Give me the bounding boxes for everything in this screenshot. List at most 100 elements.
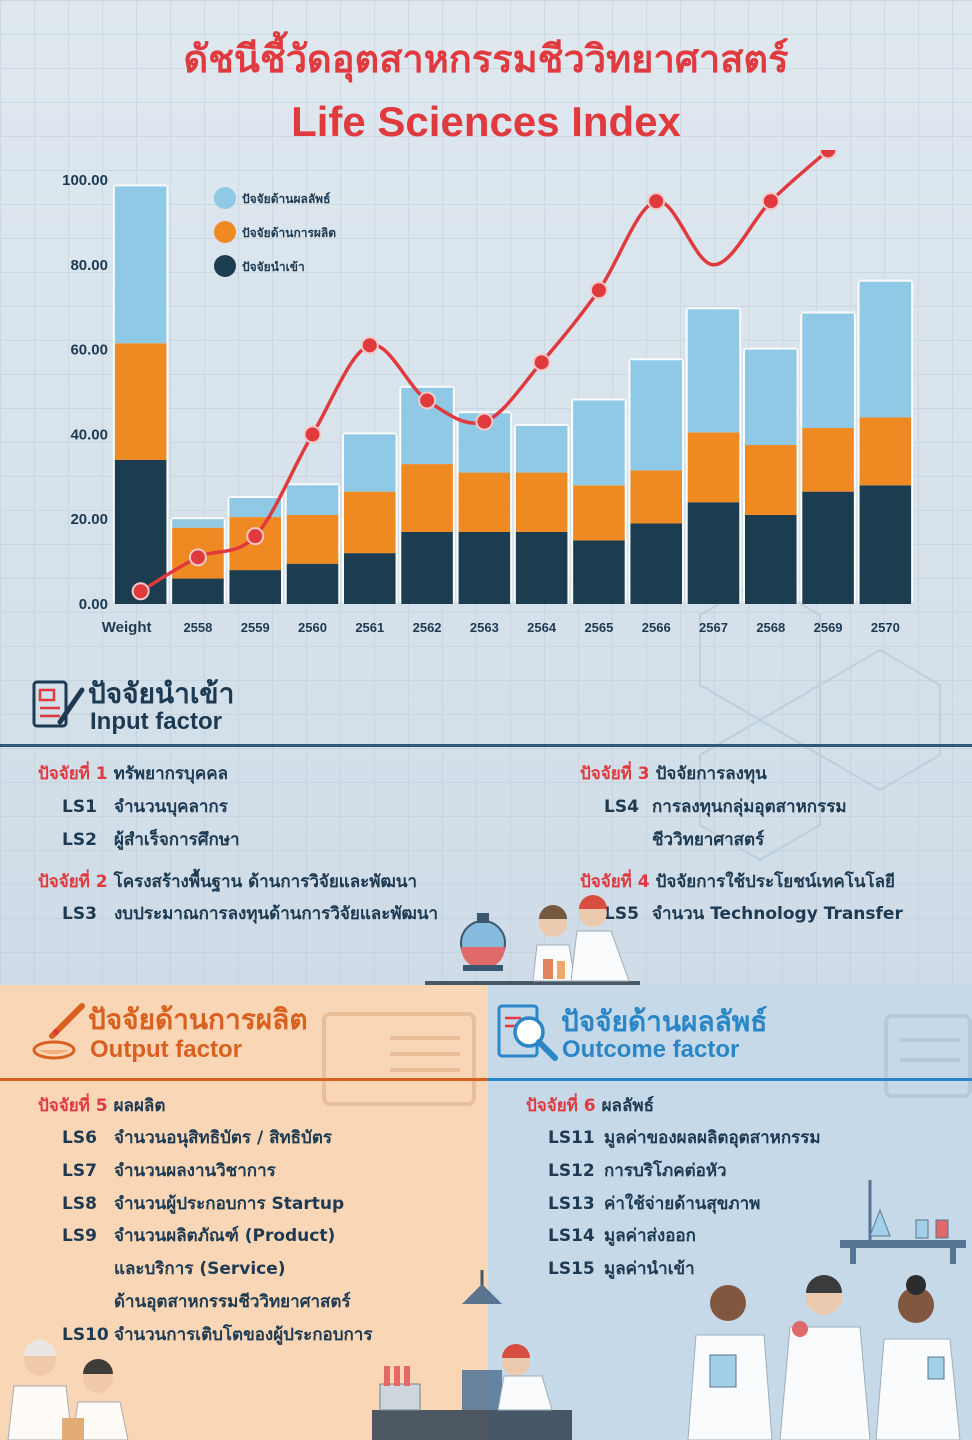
scientists-lab-illustration [425, 895, 640, 987]
bar-segment-2 [401, 464, 453, 532]
bar-segment-3 [286, 485, 339, 515]
trend-point [360, 336, 379, 355]
bar-segment-3 [172, 519, 224, 528]
window-decoration [884, 1014, 972, 1098]
magnifier-report-icon [497, 1004, 558, 1061]
bar-segment-2 [745, 445, 797, 515]
microscope-lab-illustration [372, 1270, 572, 1440]
factor-1-name: ทรัพยากรบุคคล [113, 764, 228, 784]
bar-segment-1 [687, 502, 740, 604]
outcome-title-thai: ปัจจัยด้านผลลัพธ์ [561, 1005, 768, 1038]
output-title-thai: ปัจจัยด้านการผลิต [88, 1003, 308, 1036]
bar-segment-1 [630, 523, 682, 604]
chart-title-thai: ดัชนีชี้วัดอุตสาหกรรมชีววิทยาศาสตร์ [183, 37, 789, 81]
trend-point [475, 412, 494, 431]
output-title-english: Output factor [90, 1036, 242, 1063]
trend-point [761, 192, 780, 211]
list-item-ls4-line2: ชีววิทยาศาสตร์ [652, 830, 765, 850]
y-tick-label: 60.00 [70, 342, 108, 359]
trend-point [589, 281, 608, 300]
x-tick-label: 2559 [241, 620, 270, 635]
bar-segment-3 [515, 425, 568, 473]
list-item-ls6: LS6 จำนวนอนุสิทธิบัตร / สิทธิบัตร [62, 1128, 333, 1148]
list-item-ls13: LS13 ค่าใช้จ่ายด้านสุขภาพ [548, 1194, 761, 1214]
x-tick-label: 2566 [642, 620, 671, 635]
list-item-ls3: LS3 งบประมาณการลงทุนด้านการวิจัยและพัฒนา [62, 904, 439, 924]
input-divider [0, 744, 972, 747]
x-tick-label: 2561 [355, 620, 384, 635]
factor-6-label: ปัจจัยที่ 6 [526, 1096, 596, 1116]
bar-segment-3 [802, 313, 854, 429]
factor-2-label: ปัจจัยที่ 2 [38, 872, 108, 892]
list-item-ls4: LS4 การลงทุนกลุ่มอุตสาหกรรม [604, 797, 847, 817]
input-title-english: Input factor [90, 708, 222, 735]
y-tick-label: 100.00 [62, 172, 108, 189]
three-scientists-illustration [687, 1275, 961, 1440]
list-item-ls9-line2: และบริการ (Service) [114, 1259, 286, 1279]
bar-segment-2 [515, 472, 568, 532]
factor-4-heading: ปัจจัยที่ 4 ปัจจัยการใช้ประโยชน์เทคโนโลย… [580, 868, 895, 895]
list-item-ls10: LS10 จำนวนการเติบโตของผู้ประกอบการ [62, 1325, 373, 1345]
list-item-ls14: LS14 มูลค่าส่งออก [548, 1226, 696, 1246]
x-tick-label: 2562 [413, 620, 442, 635]
test-tube-report-icon [32, 680, 85, 728]
factor-1-heading: ปัจจัยที่ 1 ทรัพยากรบุคคล [38, 760, 228, 787]
trend-point [418, 391, 437, 410]
bar-segment-3 [114, 186, 167, 344]
x-tick-label: 2565 [584, 620, 613, 635]
factor-6-heading: ปัจจัยที่ 6 ผลลัพธ์ [526, 1092, 654, 1119]
factor-5-label: ปัจจัยที่ 5 [38, 1096, 108, 1116]
factor-3-name: ปัจจัยการลงทุน [655, 764, 767, 784]
pipette-dish-icon [32, 1003, 85, 1060]
trend-point [819, 150, 838, 160]
bar-segment-1 [859, 485, 912, 604]
bar-segment-2 [114, 343, 167, 460]
factor-6-name: ผลลัพธ์ [601, 1096, 654, 1116]
x-tick-label: 2560 [298, 620, 327, 635]
factor-5-heading: ปัจจัยที่ 5 ผลผลิต [38, 1092, 165, 1119]
factor-1-label: ปัจจัยที่ 1 [38, 764, 108, 784]
bar-segment-1 [229, 570, 281, 604]
trend-point [303, 425, 322, 444]
list-item-ls9-line3: ด้านอุตสาหกรรมชีววิทยาศาสตร์ [114, 1292, 351, 1312]
trend-point [188, 548, 207, 567]
legend-swatch [214, 221, 236, 243]
bar-segment-2 [573, 485, 625, 541]
bar-segment-3 [630, 360, 682, 471]
bar-segment-1 [401, 531, 453, 604]
factor-5-name: ผลผลิต [113, 1096, 166, 1116]
bar-segment-3 [687, 309, 740, 433]
x-tick-label: 2563 [470, 620, 499, 635]
list-item-ls15: LS15 มูลค่านำเข้า [548, 1259, 695, 1279]
factor-3-label: ปัจจัยที่ 3 [580, 764, 650, 784]
x-tick-label: 2558 [183, 620, 212, 635]
bar-segment-1 [573, 540, 625, 604]
x-tick-label: 2567 [699, 620, 728, 635]
y-tick-label: 80.00 [70, 257, 108, 274]
list-item-ls8: LS8 จำนวนผู้ประกอบการ Startup [62, 1194, 345, 1214]
outcome-title-english: Outcome factor [562, 1036, 740, 1063]
x-tick-label: 2568 [756, 620, 785, 635]
stacked-bar-chart: 0.00 20.00 40.00 60.00 80.00 100.00 Weight 255… [62, 150, 914, 636]
bar-segment-1 [172, 578, 224, 604]
factor-2-heading: ปัจจัยที่ 2 โครงสร้างพื้นฐาน ด้านการวิจั… [38, 868, 417, 895]
hexagon-decoration [699, 578, 941, 862]
outcome-divider [488, 1078, 972, 1081]
bar-segment-3 [229, 498, 281, 518]
document-decoration [322, 1012, 476, 1106]
bar-segment-1 [458, 531, 511, 604]
list-item-ls7: LS7 จำนวนผลงานวิชาการ [62, 1161, 276, 1181]
list-item-ls11: LS11 มูลค่าของผลผลิตอุตสาหกรรม [548, 1128, 821, 1148]
factor-3-heading: ปัจจัยที่ 3 ปัจจัยการลงทุน [580, 760, 767, 787]
x-tick-label: 2569 [814, 620, 843, 635]
scientists-bottom-left-illustration [7, 1340, 129, 1440]
x-tick-label: 2564 [527, 620, 557, 635]
bar-segment-1 [286, 563, 339, 604]
factor-4-label: ปัจจัยที่ 4 [580, 872, 650, 892]
y-tick-label: 20.00 [70, 511, 108, 528]
factor-2-name: โครงสร้างพื้นฐาน ด้านการวิจัยและพัฒนา [113, 872, 418, 892]
output-divider [0, 1078, 488, 1081]
lab-bench-illustration [840, 1180, 966, 1264]
legend-swatch [214, 255, 236, 277]
list-item-ls9: LS9 จำนวนผลิตภัณฑ์ (Product) [62, 1226, 336, 1246]
